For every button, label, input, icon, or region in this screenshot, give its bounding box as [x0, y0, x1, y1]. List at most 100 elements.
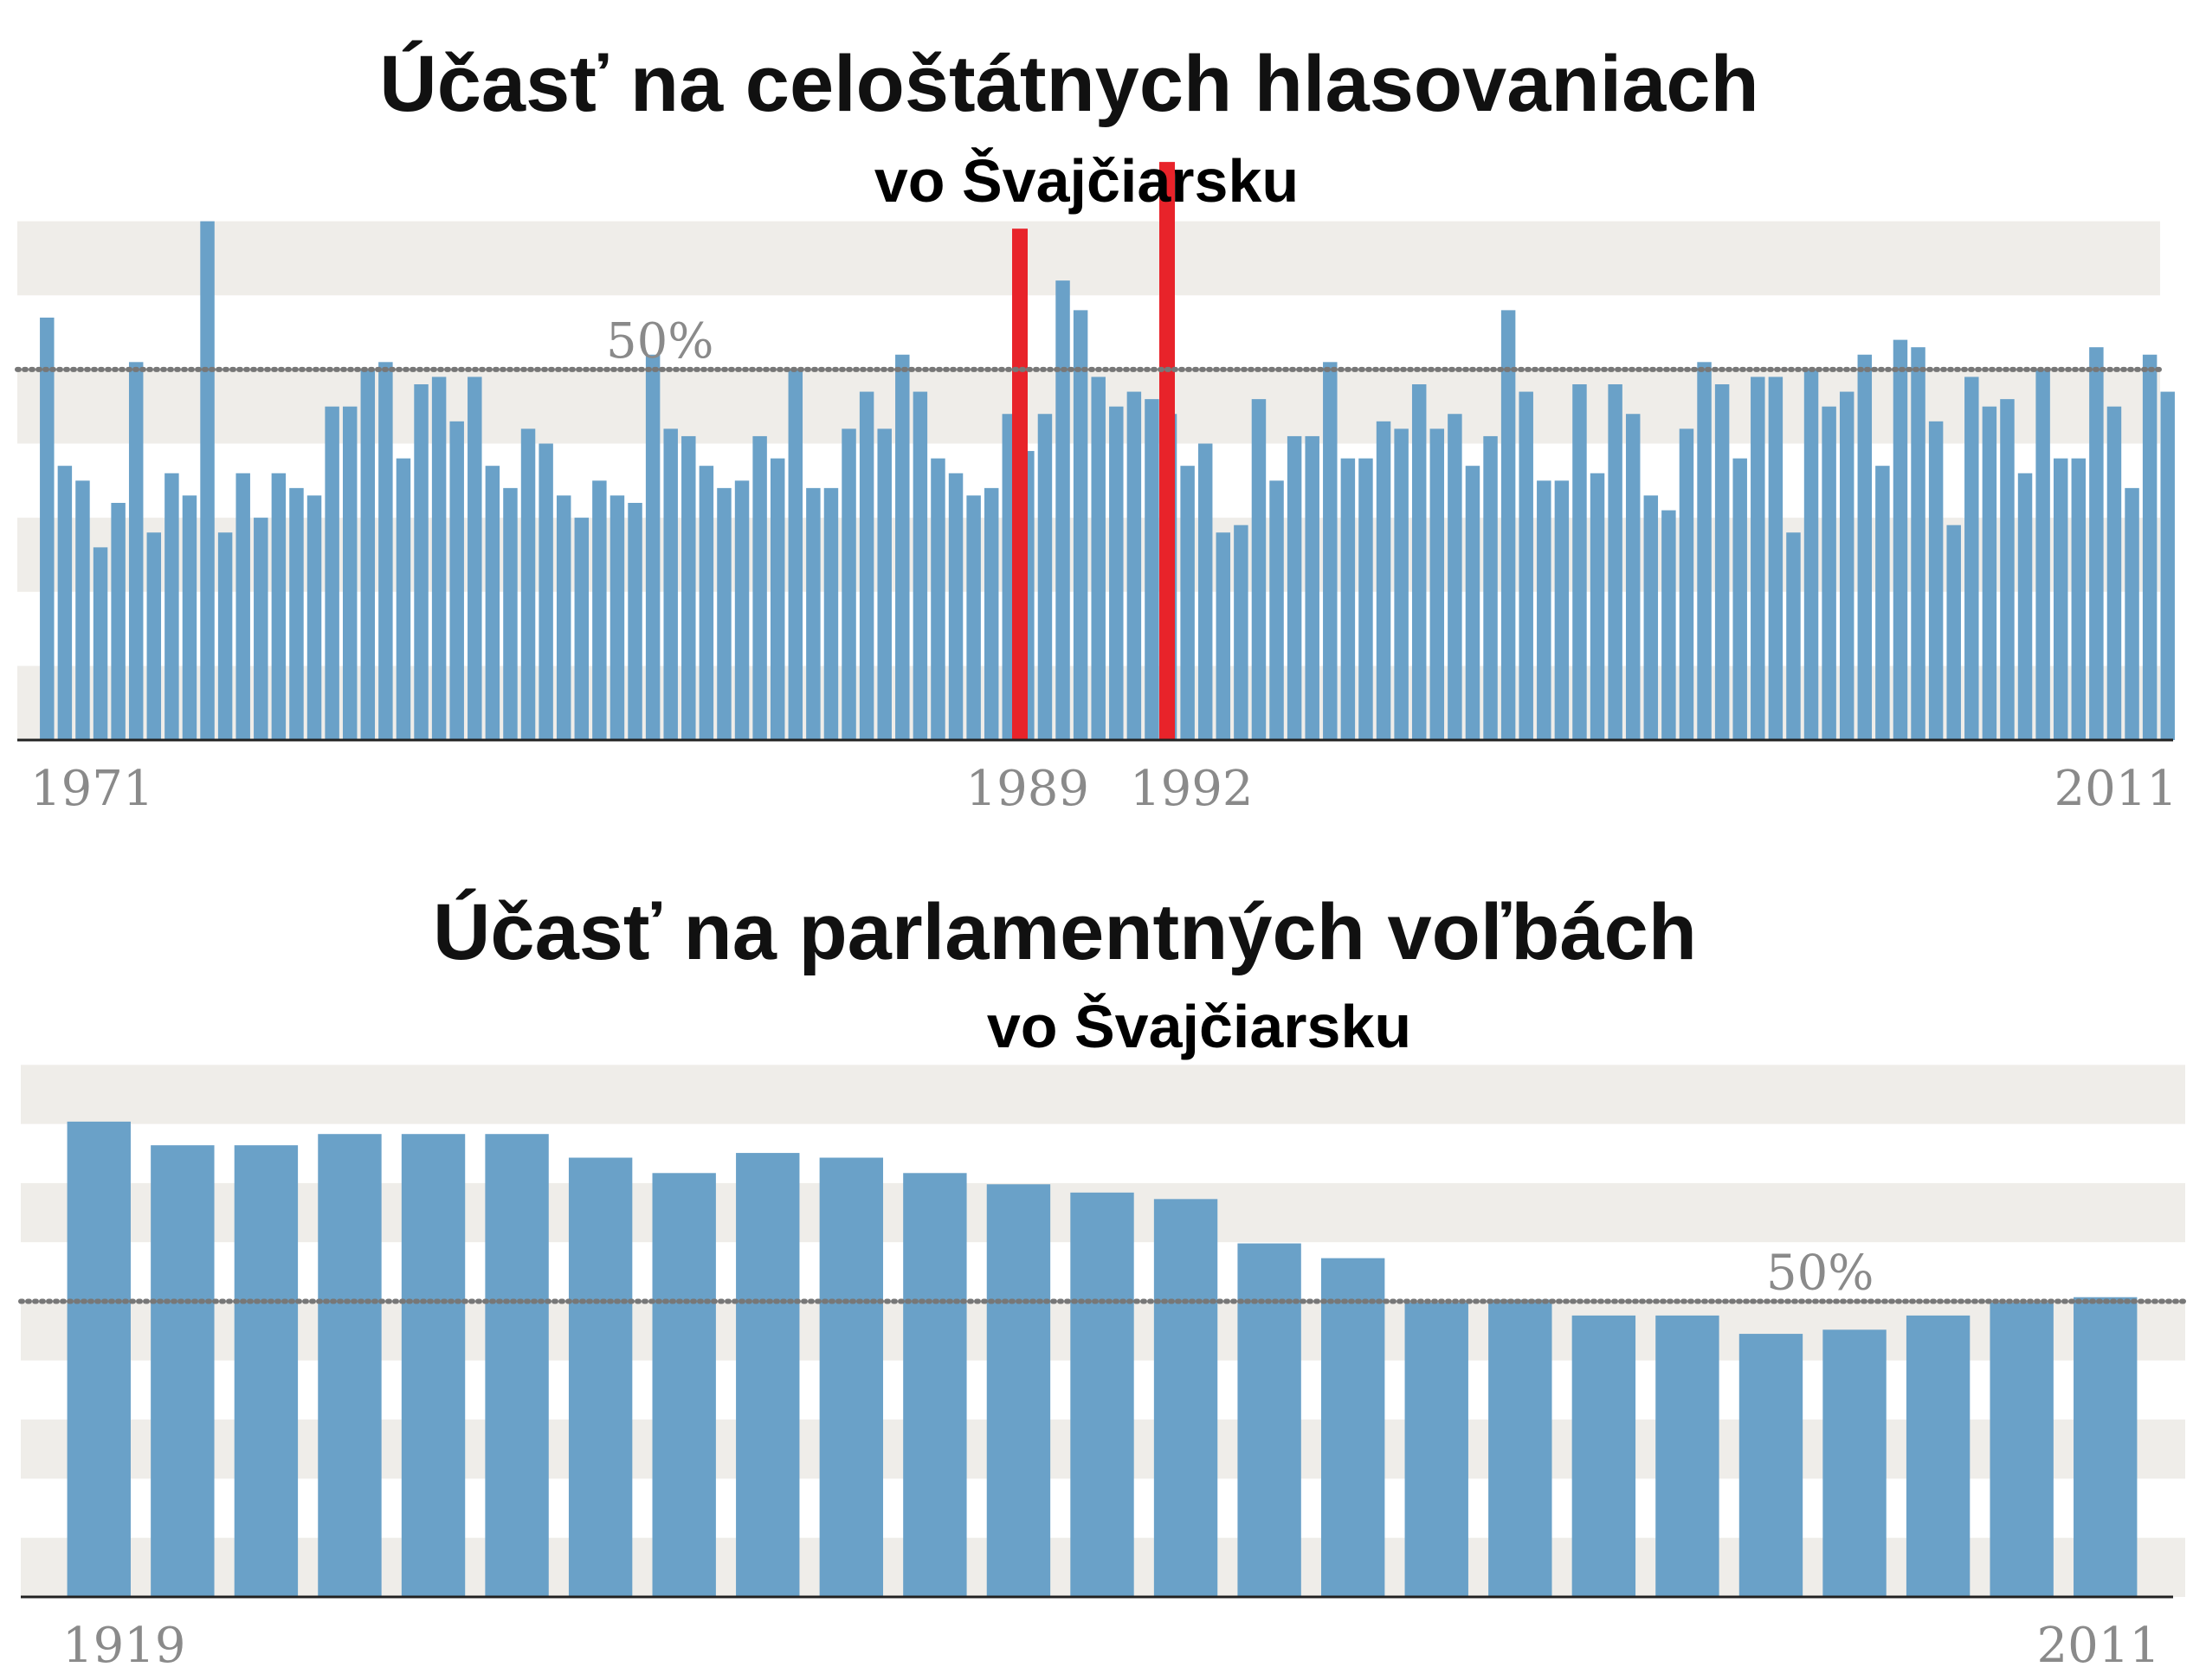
bar — [568, 1157, 633, 1597]
bar — [1590, 473, 1605, 740]
bar — [520, 428, 536, 740]
bar — [235, 473, 250, 740]
chart-subtitle: vo Švajčiarsku — [874, 146, 1299, 215]
bar — [681, 435, 696, 740]
bar — [1751, 377, 1765, 740]
bar — [485, 1134, 549, 1597]
fifty-percent-label: 50% — [606, 313, 713, 370]
bar — [1465, 466, 1480, 740]
bar — [2160, 391, 2175, 740]
bar — [842, 428, 856, 740]
bar — [1394, 428, 1409, 740]
bar — [610, 495, 625, 740]
bar — [182, 495, 197, 740]
bar — [984, 487, 999, 740]
referendum-turnout-chart: 50% 1971 1989 1992 2011 Účasť na celoštátny… — [15, 39, 2177, 817]
bar — [1448, 414, 1462, 740]
bar — [556, 495, 571, 740]
bar — [663, 428, 678, 740]
tick-label-1989: 1989 — [965, 761, 1089, 817]
bar — [770, 458, 785, 740]
bar — [1153, 1199, 1218, 1597]
bar — [652, 1173, 716, 1597]
bar — [986, 1184, 1051, 1597]
chart-subtitle: vo Švajčiarsku — [987, 992, 1411, 1060]
bar — [539, 443, 553, 740]
bar — [1055, 280, 1070, 740]
bar — [1714, 384, 1730, 740]
bar — [306, 495, 322, 740]
bar — [699, 466, 714, 740]
bar — [1822, 1329, 1887, 1597]
bar — [2125, 487, 2139, 740]
bar — [1411, 384, 1427, 740]
bar — [1519, 391, 1533, 740]
bar — [217, 532, 233, 740]
bar — [913, 391, 928, 740]
bar — [396, 458, 411, 740]
bar — [1429, 428, 1445, 740]
bar — [128, 362, 144, 740]
tick-label-2011: 2011 — [2036, 1618, 2160, 1674]
bar — [200, 221, 215, 740]
bar — [254, 518, 268, 740]
bar — [1946, 525, 1961, 740]
background-band — [21, 1065, 2185, 1124]
bar — [1964, 377, 1979, 740]
x-tick-labels: 1971 1989 1992 2011 — [30, 761, 2177, 817]
bar — [859, 391, 874, 740]
bar — [717, 487, 732, 740]
bar — [2035, 369, 2050, 740]
bar — [2106, 406, 2122, 740]
bar — [966, 495, 981, 740]
bar — [360, 369, 376, 740]
bar — [823, 487, 839, 740]
chart-title: Účasť na parlamentných voľbách — [433, 887, 1697, 976]
bar — [1554, 480, 1570, 740]
bar — [1358, 458, 1373, 740]
bar — [318, 1134, 382, 1597]
bar — [146, 532, 162, 740]
bar — [734, 480, 750, 740]
bar — [1376, 421, 1391, 740]
chart-title: Účasť na celoštátnych hlasovaniach — [379, 39, 1758, 128]
bar — [1643, 495, 1659, 740]
bar — [1073, 310, 1088, 740]
bar — [1269, 480, 1284, 740]
highlight-bar-1992 — [1159, 162, 1175, 740]
bar — [645, 354, 661, 740]
bar — [1126, 391, 1142, 740]
bar — [1483, 435, 1498, 740]
bar — [414, 384, 429, 740]
bar — [931, 458, 945, 740]
tick-label-1992: 1992 — [1130, 761, 1254, 817]
bar — [325, 406, 339, 740]
bar — [1145, 399, 1159, 740]
bar — [1251, 399, 1267, 740]
bar — [503, 487, 518, 740]
bar — [1911, 347, 1925, 740]
bar — [2071, 458, 2087, 740]
bar — [1070, 1192, 1134, 1597]
bar — [1768, 377, 1784, 740]
bar — [1625, 414, 1641, 740]
bar — [1234, 525, 1248, 740]
bar — [1488, 1299, 1552, 1597]
bar-series — [40, 162, 2175, 740]
bar — [1990, 1302, 2054, 1597]
tick-label-2011: 2011 — [2054, 761, 2177, 817]
bar — [431, 377, 447, 740]
bar — [468, 377, 482, 740]
bar — [1287, 435, 1302, 740]
bar — [1875, 466, 1890, 740]
bar — [2017, 473, 2033, 740]
bar — [1404, 1302, 1468, 1597]
bar — [1697, 362, 1712, 740]
bar — [1572, 384, 1587, 740]
bar — [1237, 1243, 1301, 1597]
bar — [401, 1134, 466, 1597]
bar — [2000, 399, 2015, 740]
bar — [2089, 347, 2104, 740]
bar — [806, 487, 821, 740]
